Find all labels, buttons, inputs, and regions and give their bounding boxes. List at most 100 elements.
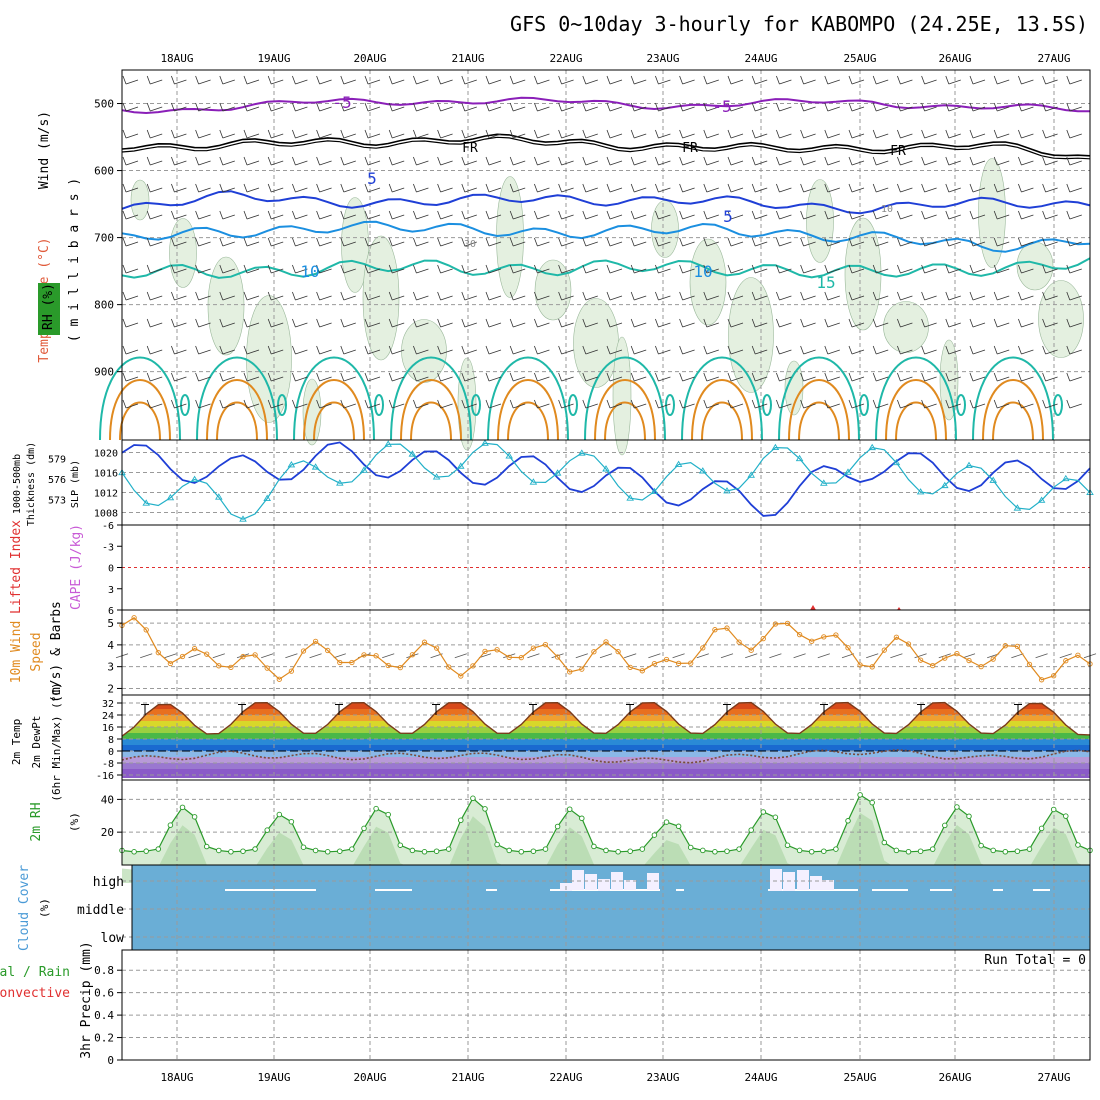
p4-speed-marker-26	[433, 645, 440, 651]
p1-barb-10-6	[195, 345, 211, 355]
p1-barb-7-40	[606, 264, 623, 274]
p1-barb-3-64	[897, 156, 913, 166]
p1-barb-8-54	[776, 291, 792, 301]
p1-barb-0-28	[461, 75, 477, 85]
p1-diurnal-0-0	[99, 356, 181, 441]
p1-barb-1-34	[534, 102, 550, 112]
p1-barb-0-38	[582, 75, 598, 85]
p1-barb-8-50	[727, 291, 744, 301]
p4-speed-marker-67	[930, 662, 936, 669]
p1-barb-11-56	[800, 372, 816, 382]
p2-thick-tick-1: 576	[48, 475, 66, 486]
p1-barb-11-70	[969, 372, 986, 382]
p4-speed-marker-76	[1038, 677, 1045, 683]
p1-barb-11-78	[1066, 372, 1082, 382]
p6-rh-marker-64	[893, 847, 900, 854]
p1-rh-swatch	[38, 283, 60, 335]
p2-thickness-marker-12	[263, 494, 271, 501]
p1-barb-11-12	[267, 372, 284, 382]
p1-barb-1-32	[509, 102, 526, 112]
p6-label1: 2m RH	[29, 802, 44, 841]
p1-barb-10-28	[461, 345, 477, 355]
p1-barb-11-38	[582, 372, 598, 382]
p5-ticklabel-5: 24	[102, 711, 114, 722]
p1-barb-3-24	[413, 156, 429, 166]
p1-barb-11-36	[558, 372, 574, 382]
p1-barb-8-48	[703, 291, 719, 301]
p1-barb-12-2	[146, 399, 163, 409]
p3-cape-spike-1	[810, 605, 816, 610]
p1-barb-10-68	[945, 345, 961, 355]
p2-slp-tick-3: 1020	[94, 449, 118, 460]
p2-thick-label1: 1000-500mb	[12, 454, 23, 514]
p1-barb-9-58	[824, 318, 840, 328]
p7-high-strip-0	[225, 889, 316, 891]
p1-barb-9-2	[146, 318, 163, 328]
p1-barb-11-34	[534, 372, 550, 382]
p1-barb-6-46	[679, 237, 695, 247]
p1-barb-12-6	[195, 399, 211, 409]
p1-barb-11-0	[122, 372, 139, 382]
p1-barb-4-64	[897, 183, 913, 193]
p4-speed-marker-6	[191, 645, 198, 652]
p1-barb-5-78	[1066, 210, 1082, 220]
p1-barb-6-32	[509, 237, 526, 247]
p1-barb-7-78	[1066, 264, 1082, 274]
date-top-26AUG: 26AUG	[938, 52, 971, 65]
p1-barb-7-24	[413, 264, 429, 274]
p1-barb-1-52	[751, 102, 768, 112]
p1-barb-6-30	[485, 237, 502, 247]
p7-high-block-9	[797, 870, 809, 890]
p1-diurnal-4-2	[507, 401, 549, 441]
p1-barb-10-42	[630, 345, 647, 355]
p1-barb-8-22	[388, 291, 405, 301]
p6-rh-marker-30	[482, 806, 488, 812]
p1-barb-7-6	[195, 264, 211, 274]
p1-rh-patch-12	[612, 336, 632, 456]
p6-rh-marker-45	[663, 819, 670, 825]
p1-barb-5-20	[364, 210, 381, 220]
p2-thickness-marker-46	[674, 460, 683, 467]
p1-ticklabel-0: 500	[94, 98, 114, 111]
p1-barb-9-0	[122, 318, 139, 328]
p1-contour-label-5: 10	[693, 262, 712, 281]
p1-barb-12-34	[534, 399, 550, 409]
p1-barb-11-30	[485, 372, 502, 382]
p2-thickness-marker-14	[287, 461, 296, 468]
p1-barb-4-56	[800, 183, 816, 193]
date-bottom-24AUG: 24AUG	[744, 1071, 777, 1084]
p1-barb-8-78	[1066, 291, 1082, 301]
date-bottom-20AUG: 20AUG	[353, 1071, 386, 1084]
p1-barb-10-26	[437, 345, 453, 355]
p1-barb-9-56	[800, 318, 816, 328]
p1-barb-12-76	[1042, 399, 1058, 409]
p4-speed-marker-49	[712, 627, 718, 633]
p1-barb-2-56	[800, 129, 816, 139]
p1-barb-8-44	[655, 291, 671, 301]
p6-rh-marker-6	[191, 814, 198, 820]
p1-barb-2-72	[993, 129, 1010, 139]
p4-barb-46	[672, 653, 685, 659]
p1-barb-12-68	[945, 399, 961, 409]
p3-ticklabel-1: -3	[102, 542, 114, 553]
p1-barb-3-50	[727, 156, 744, 166]
p1-barb-11-48	[703, 372, 719, 382]
p1-barb-6-48	[703, 237, 719, 247]
p2-thickness-line	[121, 442, 1091, 520]
p1-barb-8-18	[340, 291, 356, 301]
p1-barb-3-34	[534, 156, 550, 166]
p3-lifted-label: Lifted Index	[9, 520, 24, 614]
p1-diurnal-1-0	[196, 356, 278, 441]
p1-barb-11-8	[219, 372, 235, 382]
p5-dewpt-line	[121, 749, 1091, 764]
p1-barb-6-68	[945, 237, 961, 247]
p1-barb-5-40	[606, 210, 623, 220]
p1-barb-7-10	[243, 264, 260, 274]
p1-barb-8-66	[921, 291, 937, 301]
p1-barb-10-4	[171, 345, 187, 355]
p1-barb-10-16	[316, 345, 332, 355]
p1-barb-6-56	[800, 237, 816, 247]
p1-barb-9-36	[558, 318, 574, 328]
p1-barb-11-58	[824, 372, 840, 382]
p1-barb-5-10	[243, 210, 260, 220]
